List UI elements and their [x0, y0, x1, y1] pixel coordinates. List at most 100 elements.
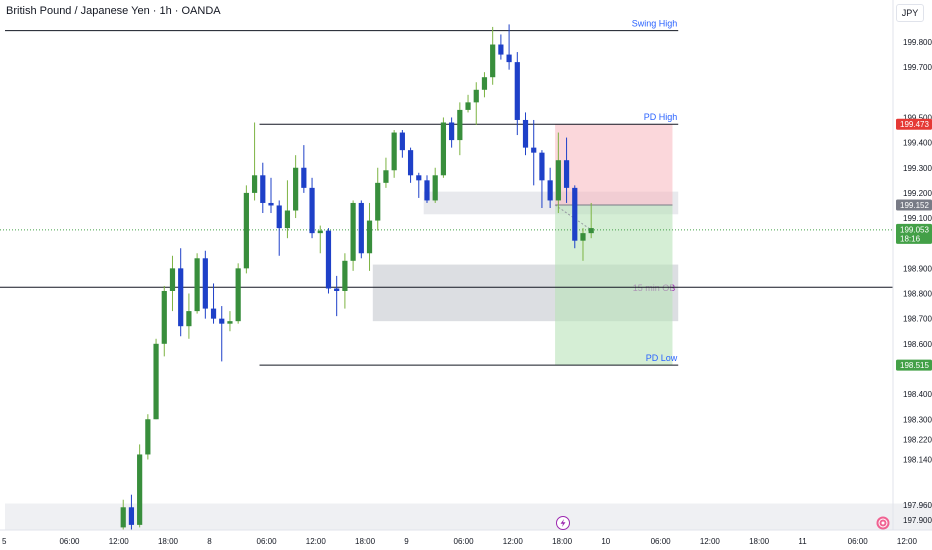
candle: [522, 112, 529, 156]
price-tag-bg: [896, 199, 932, 211]
candle-body: [473, 89, 479, 103]
candle-body: [334, 288, 340, 291]
time-axis[interactable]: 5 06:00 12:00 18:00 8 06:00 12:00 18:00 9 06:00 12…: [0, 529, 932, 546]
candle-body: [342, 260, 348, 291]
candle-body: [268, 202, 274, 206]
price-tag: 198.515: [896, 359, 932, 371]
candle: [145, 414, 151, 460]
candle: [169, 255, 176, 312]
candle-body: [120, 507, 126, 528]
currency-button[interactable]: JPY: [896, 4, 924, 22]
candle: [120, 499, 126, 530]
candle: [440, 117, 447, 178]
candle-body: [531, 147, 537, 153]
price-tag: 199.473: [896, 118, 932, 130]
candle-body: [506, 54, 512, 63]
event-icon-ring: [878, 518, 888, 528]
candle-body: [572, 187, 578, 241]
candle-body: [407, 150, 414, 176]
price-tag-value: 199.152: [900, 201, 929, 210]
price-tick-label: 199.200: [903, 189, 932, 198]
candle-body: [432, 175, 438, 201]
candle-body: [325, 230, 332, 289]
candle-body: [202, 258, 208, 309]
price-tick-label: 198.400: [903, 390, 932, 399]
candle: [391, 130, 397, 178]
candle-body: [161, 290, 167, 344]
candle: [309, 177, 315, 239]
candle: [514, 52, 520, 136]
price-tag-value: 198.515: [900, 361, 929, 370]
candle-body: [284, 210, 291, 229]
price-axis[interactable]: 197.900 197.960 198.140 198.220 198.300 198.4…: [892, 0, 932, 530]
candle: [243, 185, 249, 274]
candle: [334, 275, 340, 317]
position-tool[interactable]: [554, 124, 673, 366]
candle-body: [243, 192, 249, 269]
time-tick-label: 18:00: [158, 537, 179, 546]
candle-body: [358, 202, 364, 254]
time-tick-label: 18:00: [355, 537, 376, 546]
candle: [580, 228, 586, 261]
candle: [481, 72, 488, 98]
candle: [153, 338, 159, 420]
zone-rect: [5, 503, 932, 530]
candle: [342, 253, 348, 309]
candle-body: [498, 44, 504, 55]
time-tick-label: 10: [601, 537, 610, 546]
time-tick-label: 8: [207, 537, 212, 546]
candle-body: [350, 202, 356, 261]
chart-icons[interactable]: [556, 516, 890, 530]
price-tag-value: 199.473: [900, 120, 929, 129]
candle-body: [522, 119, 529, 148]
candle: [194, 253, 200, 314]
lightning-icon-bolt: [560, 519, 566, 527]
candle: [276, 200, 282, 256]
event-icon[interactable]: [876, 516, 890, 530]
chart-title: British Pound / Japanese Yen · 1h · OAND…: [6, 5, 221, 17]
candle-body: [449, 122, 455, 141]
time-tick-label: 12:00: [306, 537, 327, 546]
candle: [186, 293, 192, 339]
candle: [424, 175, 430, 203]
candle: [293, 155, 299, 219]
candle: [490, 26, 496, 85]
time-tick-label: 11: [798, 537, 807, 546]
price-tick-label: 197.900: [903, 516, 932, 525]
candle: [128, 494, 135, 530]
candle-body: [555, 160, 561, 201]
candle-body: [514, 62, 520, 120]
candle: [251, 122, 258, 201]
candle-body: [424, 180, 430, 201]
lightning-icon[interactable]: [556, 516, 570, 530]
price-tick-label: 199.800: [903, 38, 932, 47]
price-tick-label: 199.700: [903, 63, 932, 72]
candle-body: [276, 205, 282, 229]
candle: [473, 82, 479, 125]
time-tick-label: 12:00: [700, 537, 721, 546]
candle-body: [293, 167, 299, 211]
candle: [547, 167, 553, 208]
candle: [465, 94, 471, 113]
candle-body: [251, 175, 258, 193]
candle: [235, 263, 241, 324]
price-tick-label: 198.220: [903, 435, 932, 444]
candle-body: [490, 44, 496, 78]
time-tick-label: 12:00: [897, 537, 918, 546]
candle-body: [539, 152, 545, 181]
time-tick-label: 9: [404, 537, 409, 546]
candles-layer: [120, 24, 594, 530]
candle-body: [210, 308, 217, 319]
time-tick-label: 18:00: [749, 537, 770, 546]
candle: [506, 24, 512, 70]
time-tick-label: 06:00: [848, 537, 869, 546]
candle: [301, 145, 307, 193]
candle-body: [301, 167, 307, 188]
candle: [432, 167, 438, 203]
candle: [284, 180, 291, 239]
candle: [178, 248, 184, 337]
candle-body: [391, 132, 397, 171]
